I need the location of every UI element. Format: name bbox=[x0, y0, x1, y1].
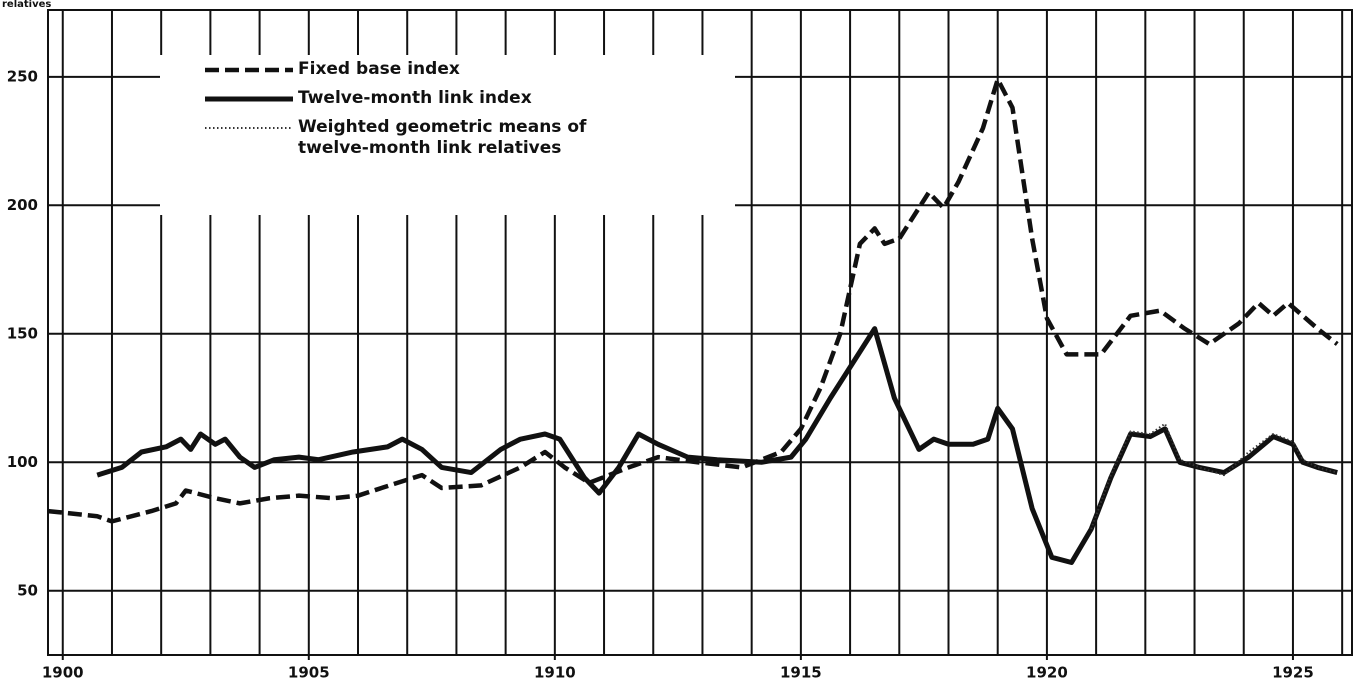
line-series bbox=[47, 77, 1339, 524]
y-tick-label: 200 bbox=[7, 196, 38, 214]
x-tick-label: 1910 bbox=[534, 664, 576, 682]
x-tick-label: 1920 bbox=[1026, 664, 1068, 682]
plot-frame bbox=[47, 9, 1353, 656]
x-tick-label: 1900 bbox=[42, 664, 84, 682]
line-series bbox=[1090, 422, 1338, 530]
y-axis-label: relatives bbox=[2, 0, 51, 10]
y-tick-label: 250 bbox=[7, 67, 38, 85]
legend-label: Twelve-month link index bbox=[298, 88, 532, 108]
y-tick-label: 50 bbox=[17, 581, 38, 599]
line-series bbox=[96, 326, 1338, 565]
legend-label: Weighted geometric means of twelve-month… bbox=[298, 117, 587, 158]
legend-box bbox=[160, 55, 735, 215]
legend-entry: Twelve-month link index bbox=[298, 88, 532, 108]
y-tick-label: 100 bbox=[7, 453, 38, 471]
x-tick-label: 1905 bbox=[288, 664, 330, 682]
x-tick-label: 1925 bbox=[1272, 664, 1314, 682]
legend-entry: Weighted geometric means of twelve-month… bbox=[298, 117, 587, 158]
legend-entry: Fixed base index bbox=[298, 59, 460, 79]
y-tick-label: 150 bbox=[7, 324, 38, 342]
x-tick-label: 1915 bbox=[780, 664, 822, 682]
legend-label: Fixed base index bbox=[298, 59, 460, 79]
